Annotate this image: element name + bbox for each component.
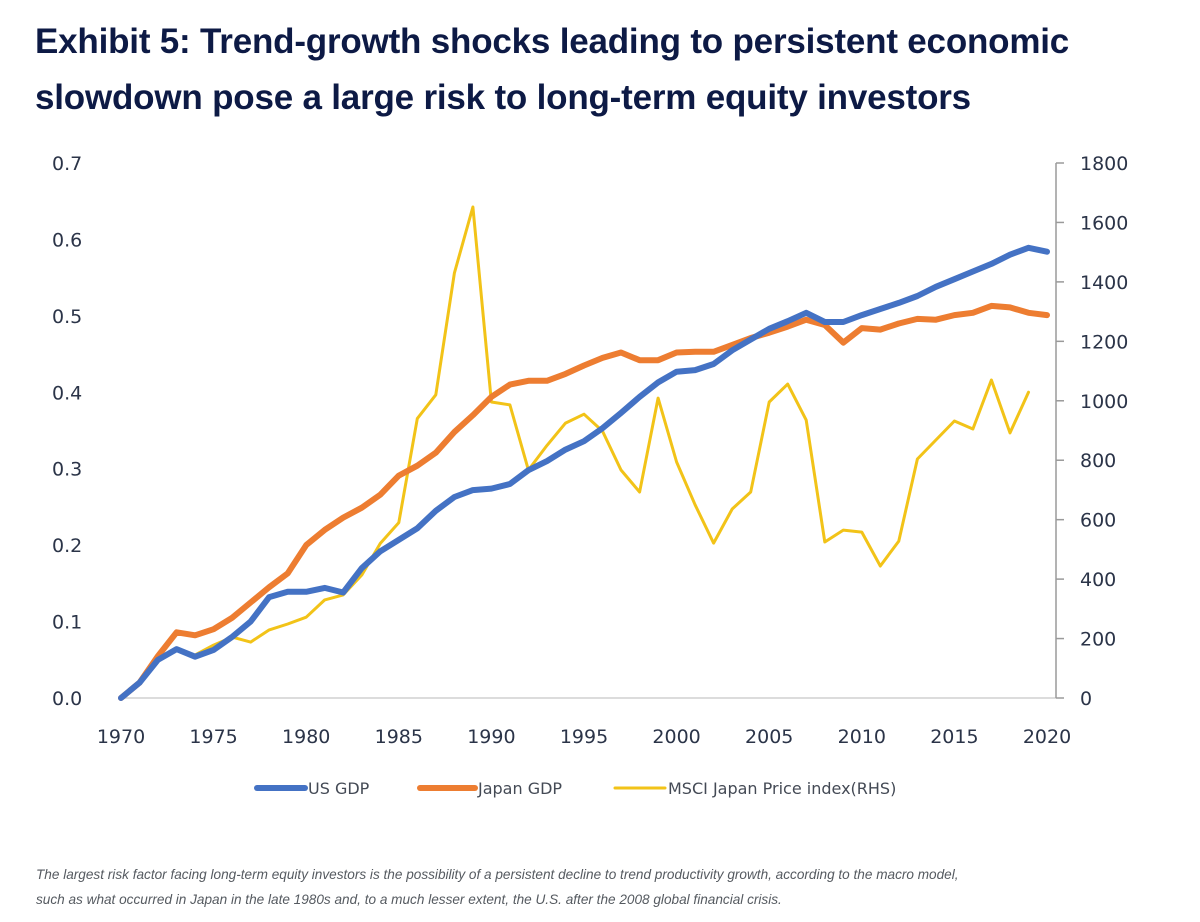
x-tick-label: 1990: [467, 726, 515, 748]
right-y-axis-ticks: 0 200 400 600 800 1000 1200 1400 1600 1800: [1056, 153, 1128, 710]
right-y-tick-label: 0: [1080, 688, 1092, 710]
left-y-tick-label: 0.4: [52, 382, 82, 404]
legend-label: Japan GDP: [477, 779, 562, 798]
x-tick-label: 2005: [745, 726, 793, 748]
right-y-tick-label: 800: [1080, 450, 1116, 472]
left-y-tick-label: 0.7: [52, 153, 82, 175]
x-tick-label: 1995: [560, 726, 608, 748]
axes: [121, 163, 1057, 699]
caption-line-1: The largest risk factor facing long-term…: [36, 867, 959, 882]
right-y-tick-label: 1800: [1080, 153, 1128, 175]
x-tick-label: 2020: [1023, 726, 1071, 748]
series-line-us-gdp: [118, 244, 1050, 701]
x-tick-label: 2015: [930, 726, 978, 748]
right-y-tick-label: 600: [1080, 510, 1116, 532]
left-y-tick-label: 0.1: [52, 612, 82, 634]
legend-item-japan-gdp: Japan GDP: [417, 779, 562, 798]
legend-item-us-gdp: US GDP: [254, 779, 370, 798]
x-axis-ticks: 1970 1975 1980 1985 1990 1995 2000 2005 2010 2015…: [97, 726, 1071, 748]
chart-title-line-1: Exhibit 5: Trend-growth shocks leading t…: [35, 22, 1070, 61]
left-y-tick-label: 0.0: [52, 688, 82, 710]
right-y-tick-label: 1200: [1080, 331, 1128, 353]
series-line-msci-japan-price-index-rhs: [193, 205, 1030, 657]
chart-title: Exhibit 5: Trend-growth shocks leading t…: [35, 14, 1185, 126]
series-line-japan-gdp: [118, 302, 1050, 701]
x-tick-label: 1970: [97, 726, 145, 748]
caption-line-2: such as what occurred in Japan in the la…: [36, 892, 782, 907]
right-y-tick-label: 200: [1080, 629, 1116, 651]
left-y-tick-label: 0.5: [52, 306, 82, 328]
x-tick-label: 1975: [189, 726, 237, 748]
chart-title-line-2: slowdown pose a large risk to long-term …: [35, 78, 971, 117]
left-y-tick-label: 0.6: [52, 229, 82, 251]
line-chart: 0.0 0.1 0.2 0.3 0.4 0.5 0.6 0.7 0 200 400 600 800 10…: [52, 153, 1128, 798]
left-y-axis-ticks: 0.0 0.1 0.2 0.3 0.4 0.5 0.6 0.7: [52, 153, 82, 710]
right-y-tick-label: 400: [1080, 569, 1116, 591]
series-layer: [118, 205, 1050, 701]
x-tick-label: 1980: [282, 726, 330, 748]
x-tick-label: 2000: [652, 726, 700, 748]
right-y-tick-label: 1600: [1080, 212, 1128, 234]
chart-caption: The largest risk factor facing long-term…: [36, 862, 1196, 912]
right-y-tick-label: 1000: [1080, 391, 1128, 413]
left-y-tick-label: 0.3: [52, 459, 82, 481]
legend-label: US GDP: [308, 779, 370, 798]
left-y-tick-label: 0.2: [52, 535, 82, 557]
x-tick-label: 1985: [375, 726, 423, 748]
x-tick-label: 2010: [838, 726, 886, 748]
legend-label: MSCI Japan Price index(RHS): [668, 779, 896, 798]
right-y-tick-label: 1400: [1080, 272, 1128, 294]
legend: US GDP Japan GDP MSCI Japan Price index(RH…: [254, 779, 896, 798]
legend-item-msci-japan-price-index-rhs: MSCI Japan Price index(RHS): [613, 779, 896, 798]
